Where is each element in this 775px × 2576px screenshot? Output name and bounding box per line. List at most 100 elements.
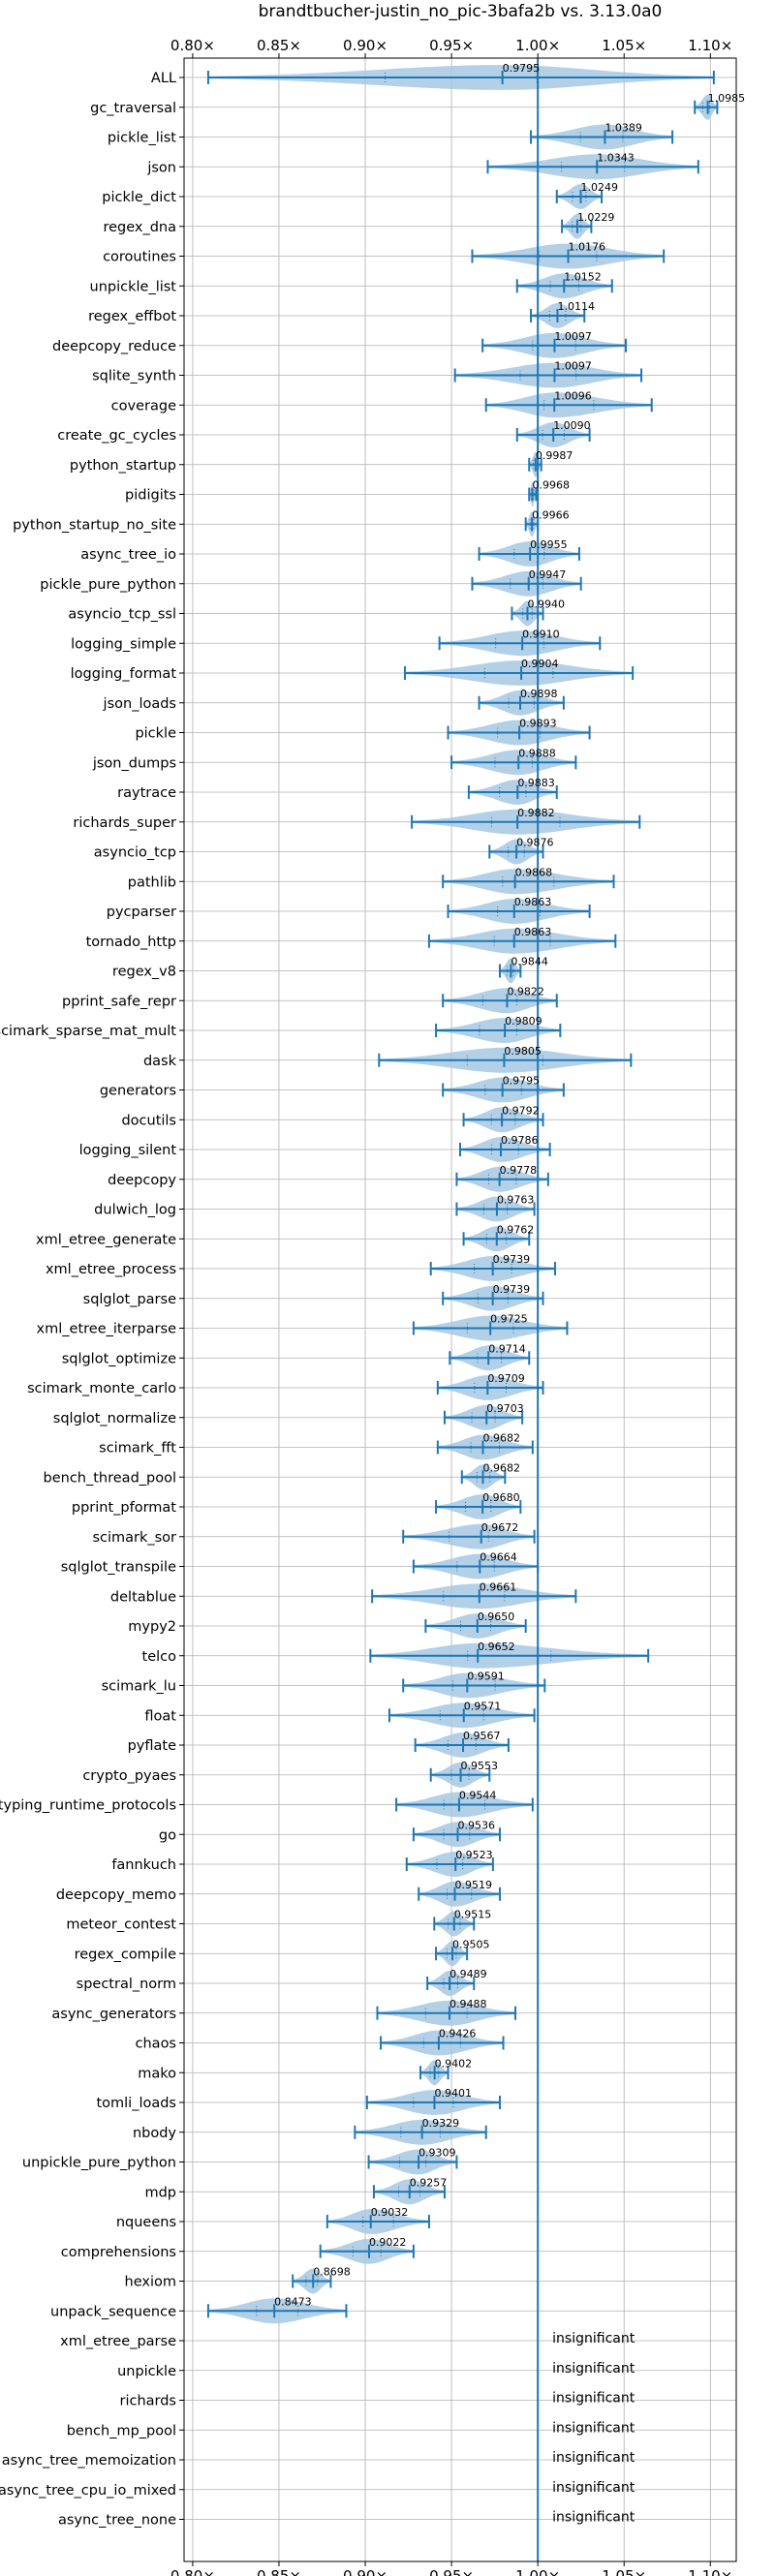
x-tick-label-top: 1.00×	[515, 37, 560, 54]
benchmark-label: logging_simple	[71, 636, 176, 652]
benchmark-label: mdp	[144, 2185, 176, 2200]
benchmark-label: scimark_sor	[92, 1530, 176, 1546]
value-label: 0.9652	[478, 1641, 515, 1653]
value-label: 0.9947	[529, 568, 567, 581]
benchmark-label: json_loads	[103, 696, 176, 712]
value-label: 0.9650	[478, 1610, 515, 1623]
value-label: 0.9402	[435, 2057, 473, 2070]
value-label: 0.9795	[503, 1075, 541, 1088]
value-label: 0.8473	[274, 2295, 312, 2308]
value-label: 0.9863	[514, 926, 552, 938]
value-label: 0.9940	[527, 598, 565, 611]
value-label: 0.9792	[502, 1104, 540, 1117]
benchmark-label: dulwich_log	[94, 1203, 176, 1218]
benchmark-label: mypy2	[128, 1619, 176, 1635]
chart-title: brandtbucher-justin_no_pic-3bafa2b vs. 3…	[259, 2, 663, 21]
benchmark-label: float	[144, 1708, 176, 1724]
benchmark-label: tornado_http	[86, 935, 176, 950]
value-label: 0.9519	[454, 1879, 492, 1891]
value-label: 0.9571	[464, 1700, 501, 1712]
value-label: 0.9725	[490, 1313, 528, 1326]
value-label: 0.9778	[500, 1164, 538, 1177]
benchmark-label: deepcopy_reduce	[52, 339, 176, 354]
benchmark-label: docutils	[121, 1113, 176, 1128]
value-label: 1.0985	[708, 92, 746, 105]
value-label: 0.8698	[313, 2266, 351, 2279]
value-label: 1.0096	[554, 389, 592, 402]
benchmark-label: comprehensions	[61, 2245, 176, 2260]
benchmark-label: richards_super	[73, 815, 176, 831]
value-label: 0.9536	[458, 1819, 496, 1831]
benchmark-label: asyncio_tcp	[94, 845, 176, 861]
benchmark-label: scimark_fft	[99, 1441, 176, 1457]
benchmark-label: json_dumps	[92, 755, 176, 771]
value-label: 0.9329	[422, 2117, 460, 2130]
benchmark-label: sqlglot_transpile	[61, 1560, 176, 1576]
benchmark-label: async_tree_memoization	[2, 2453, 176, 2469]
x-tick-label-bottom: 0.85×	[257, 2567, 301, 2576]
benchmark-label: spectral_norm	[77, 1977, 176, 1992]
insignificant-label: insignificant	[552, 2331, 636, 2346]
x-tick-label-bottom: 1.00×	[515, 2567, 560, 2576]
benchmark-label: unpickle_pure_python	[22, 2156, 176, 2171]
benchmark-label: unpickle_list	[90, 279, 177, 294]
value-label: 0.9863	[514, 896, 552, 908]
x-tick-label-top: 0.90×	[343, 37, 388, 54]
value-label: 0.9488	[450, 1998, 487, 2010]
value-label: 0.9809	[505, 1015, 542, 1027]
benchmark-label: xml_etree_parse	[60, 2334, 176, 2349]
value-label: 0.9682	[483, 1461, 521, 1474]
x-tick-label-bottom: 0.80×	[170, 2567, 215, 2576]
value-label: 0.9876	[516, 837, 554, 849]
benchmark-label: pickle_pure_python	[40, 577, 176, 593]
value-label: 0.9489	[450, 1968, 487, 1980]
insignificant-label: insignificant	[552, 2361, 636, 2377]
benchmark-label: generators	[100, 1084, 176, 1099]
benchmark-label: crypto_pyaes	[82, 1768, 176, 1784]
value-label: 0.9309	[418, 2147, 456, 2160]
x-tick-label-top: 0.95×	[429, 37, 474, 54]
benchmark-label: richards	[119, 2394, 176, 2409]
value-label: 0.9795	[503, 62, 541, 75]
benchmark-label: ALL	[151, 71, 176, 86]
benchmark-label: regex_v8	[112, 965, 176, 980]
benchmark-label: logging_format	[71, 666, 177, 682]
benchmark-label: create_gc_cycles	[57, 428, 176, 444]
benchmark-label: tomli_loads	[96, 2096, 176, 2111]
axis-ticks: 0.80× 0.80× 0.85× 0.85× 0.90× 0.90× 0.95× 0.95×…	[170, 37, 732, 2576]
benchmark-label: unpack_sequence	[50, 2304, 176, 2319]
value-label: 0.9257	[410, 2176, 448, 2189]
benchmark-label: telco	[142, 1649, 177, 1665]
benchmark-label: deltablue	[110, 1589, 176, 1605]
value-label: 0.9682	[483, 1432, 521, 1445]
value-label: 0.9709	[487, 1372, 525, 1385]
value-label: 1.0097	[554, 360, 592, 373]
benchmark-label: scimark_monte_carlo	[27, 1381, 176, 1396]
value-label: 1.0229	[577, 211, 615, 224]
value-label: 1.0097	[554, 330, 592, 343]
benchmark-label: async_tree_io	[80, 547, 176, 563]
value-label: 1.0090	[553, 419, 591, 432]
benchmark-label: xml_etree_process	[46, 1262, 176, 1277]
value-label: 0.9680	[482, 1491, 520, 1504]
benchmark-label: pickle	[135, 726, 176, 742]
value-label: 0.9703	[486, 1402, 524, 1415]
value-label: 1.0152	[564, 270, 602, 283]
benchmark-label: gc_traversal	[90, 101, 176, 116]
value-label: 0.9882	[517, 807, 555, 819]
benchmark-label: logging_silent	[79, 1143, 177, 1158]
x-tick-label-bottom: 0.95×	[429, 2567, 474, 2576]
benchmark-label: go	[159, 1827, 176, 1843]
insignificant-label: insignificant	[552, 2480, 636, 2496]
benchmark-label: regex_effbot	[88, 309, 176, 324]
benchmark-label: dask	[143, 1054, 177, 1069]
benchmark-label: pidigits	[125, 488, 176, 504]
value-label: 0.9672	[481, 1521, 519, 1534]
value-label: 1.0343	[597, 151, 635, 164]
value-label: 0.9515	[454, 1909, 492, 1921]
benchmark-label: asyncio_tcp_ssl	[68, 607, 176, 623]
value-label: 0.9987	[536, 449, 574, 462]
violins	[206, 65, 719, 2324]
